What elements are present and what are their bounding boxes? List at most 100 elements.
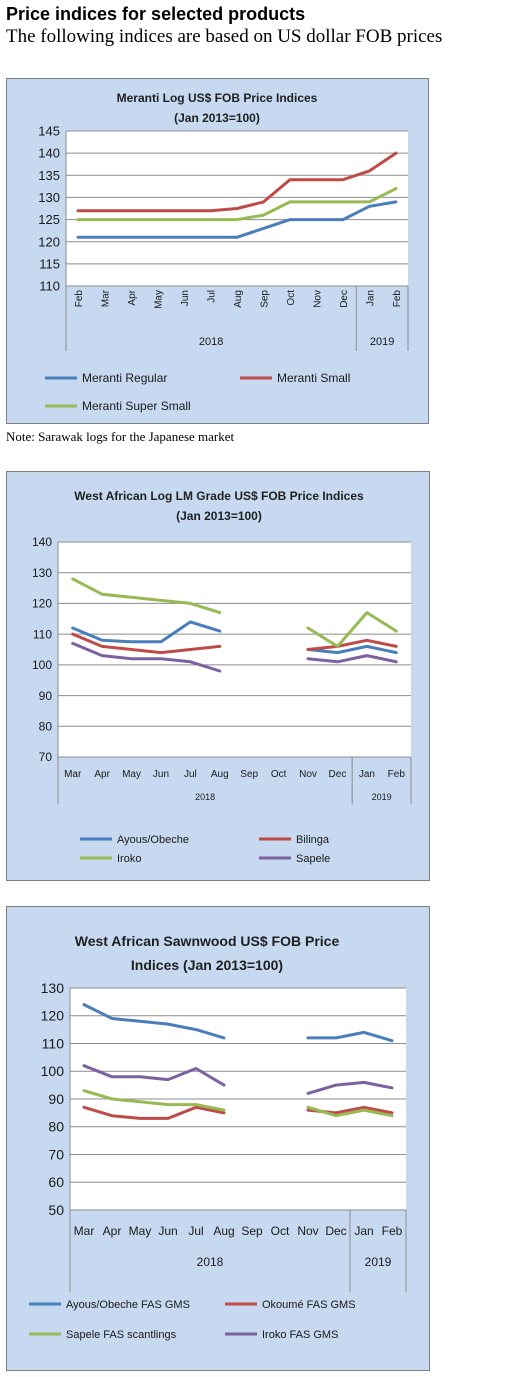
y-tick-label: 100	[41, 1063, 65, 1079]
legend-label: Meranti Small	[277, 371, 350, 385]
series-line-meranti-small	[76, 151, 398, 213]
section-subheading: The following indices are based on US do…	[6, 26, 443, 47]
legend-label: Meranti Super Small	[82, 399, 191, 413]
chart-svg: Meranti Log US$ FOB Price Indices (Jan 20…	[38, 91, 409, 413]
y-tick-label: 80	[48, 1119, 64, 1135]
x-tick-label: Feb	[392, 290, 403, 308]
y-tick-label: 50	[48, 1202, 64, 1218]
x-tick-label: Sep	[260, 290, 271, 308]
x-tick-label: Nov	[297, 1224, 318, 1238]
y-tick-label: 70	[48, 1146, 64, 1162]
chart-svg: West African Log LM Grade US$ FOB Price …	[32, 489, 412, 865]
chart-note: Note: Sarawak logs for the Japanese mark…	[6, 429, 235, 444]
group-label: 2019	[370, 336, 394, 348]
group-label: 2018	[195, 792, 215, 802]
legend-label: Ayous/Obeche	[117, 834, 189, 846]
y-tick-label: 140	[38, 146, 60, 161]
series-line-iroko	[71, 577, 398, 648]
y-tick-label: 90	[39, 689, 53, 703]
y-tick-label: 130	[38, 190, 60, 205]
legend-label: Sapele	[296, 853, 330, 865]
x-tick-label: Oct	[271, 1224, 290, 1238]
y-tick-label: 125	[38, 212, 60, 227]
x-tick-label: Jul	[207, 290, 218, 303]
x-tick-label: Sep	[240, 769, 258, 780]
chart-title-line: Meranti Log US$ FOB Price Indices	[117, 91, 318, 105]
x-tick-label: Jul	[184, 769, 197, 780]
x-tick-label: Apr	[127, 289, 138, 305]
y-tick-label: 120	[32, 597, 52, 611]
legend-label: Okoumé FAS GMS	[262, 1299, 356, 1311]
y-tick-label: 110	[39, 279, 60, 294]
chart-svg: West African Sawnwood US$ FOB Price Indic…	[29, 933, 407, 1341]
y-tick-label: 145	[38, 124, 60, 139]
x-tick-label: Nov	[313, 290, 324, 308]
x-tick-label: Jan	[366, 290, 377, 306]
x-tick-label: Aug	[213, 1224, 234, 1238]
group-label: 2019	[365, 1255, 392, 1269]
y-tick-label: 140	[32, 535, 52, 549]
x-tick-label: Dec	[339, 290, 350, 308]
x-tick-label: Jan	[354, 1224, 373, 1238]
x-tick-label: Feb	[382, 1224, 403, 1238]
meranti-log-chart: Meranti Log US$ FOB Price Indices (Jan 20…	[6, 78, 429, 424]
series-line-meranti-super-small	[76, 187, 398, 222]
legend-label: Iroko FAS GMS	[262, 1329, 338, 1341]
x-tick-label: Aug	[211, 769, 229, 780]
x-tick-label: Mar	[101, 289, 112, 307]
series-line-ayous-obeche-fas-gms	[82, 1003, 394, 1043]
x-tick-label: Sep	[241, 1224, 263, 1238]
x-tick-label: Jun	[180, 290, 191, 306]
series-line-bilinga	[71, 632, 398, 655]
chart-title-line: (Jan 2013=100)	[174, 111, 260, 125]
legend-label: Iroko	[117, 853, 141, 865]
y-tick-label: 70	[39, 750, 53, 764]
chart-title-line: Indices (Jan 2013=100)	[131, 957, 283, 973]
series-line-sapele-fas-scantlings	[82, 1089, 394, 1118]
x-tick-label: Jul	[188, 1224, 203, 1238]
legend-label: Meranti Regular	[82, 371, 167, 385]
chart-title-line: West African Log LM Grade US$ FOB Price …	[74, 489, 364, 503]
y-tick-label: 110	[33, 627, 52, 641]
y-tick-label: 100	[32, 658, 52, 672]
x-tick-label: Oct	[271, 769, 287, 780]
x-tick-label: Feb	[74, 290, 85, 308]
y-tick-label: 130	[32, 566, 52, 580]
chart-title-line: West African Sawnwood US$ FOB Price	[75, 933, 340, 949]
x-tick-label: Mar	[64, 769, 82, 780]
west-african-log-chart: West African Log LM Grade US$ FOB Price …	[6, 471, 430, 881]
x-tick-label: Aug	[233, 290, 244, 308]
west-african-sawnwood-chart: West African Sawnwood US$ FOB Price Indic…	[6, 906, 430, 1371]
x-tick-label: Nov	[299, 769, 317, 780]
section-heading: Price indices for selected products	[6, 4, 306, 24]
chart-title-line: (Jan 2013=100)	[176, 509, 262, 523]
x-tick-label: May	[122, 769, 141, 780]
series-line-iroko-fas-gms	[82, 1064, 394, 1095]
group-label: 2018	[199, 336, 223, 348]
x-tick-label: Oct	[286, 290, 297, 306]
series-line-sapele	[71, 641, 398, 673]
x-tick-label: Jan	[359, 769, 375, 780]
series-line-meranti-regular	[76, 200, 398, 239]
x-tick-label: Jun	[153, 769, 169, 780]
series-line-ayous-obeche	[71, 620, 398, 655]
x-tick-label: Jun	[158, 1224, 177, 1238]
x-tick-label: Feb	[388, 769, 406, 780]
y-tick-label: 80	[39, 719, 53, 733]
group-label: 2018	[197, 1255, 224, 1269]
y-tick-label: 115	[39, 256, 60, 271]
y-tick-label: 130	[41, 980, 65, 996]
legend-label: Sapele FAS scantlings	[66, 1329, 177, 1341]
y-tick-label: 110	[42, 1035, 65, 1051]
legend-label: Bilinga	[296, 834, 330, 846]
y-tick-label: 90	[48, 1091, 64, 1107]
x-tick-label: Apr	[103, 1224, 122, 1238]
y-tick-label: 120	[38, 234, 60, 249]
x-tick-label: May	[129, 1224, 152, 1238]
y-tick-label: 135	[38, 168, 60, 183]
y-tick-label: 120	[41, 1008, 65, 1024]
y-tick-label: 60	[48, 1174, 64, 1190]
legend-label: Ayous/Obeche FAS GMS	[66, 1299, 190, 1311]
x-tick-label: Mar	[74, 1224, 95, 1238]
x-tick-label: May	[154, 290, 165, 309]
